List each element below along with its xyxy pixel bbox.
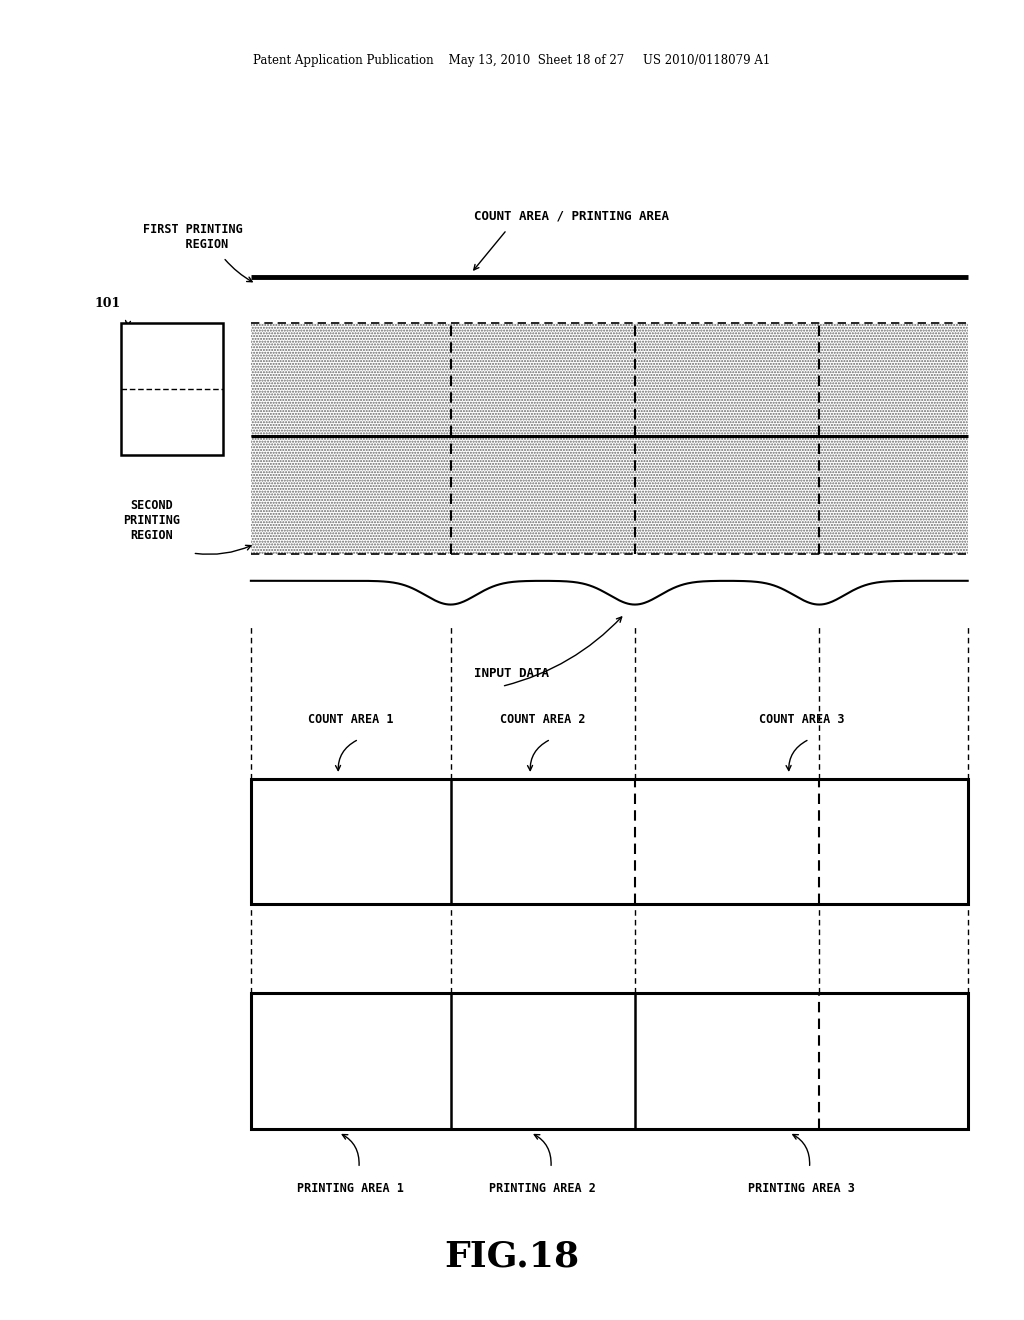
Text: 101: 101 [94, 297, 121, 310]
Bar [251, 436, 968, 554]
Text: COUNT AREA 2: COUNT AREA 2 [500, 713, 586, 726]
Text: Patent Application Publication    May 13, 2010  Sheet 18 of 27     US 2010/01180: Patent Application Publication May 13, 2… [253, 54, 771, 67]
Text: COUNT AREA 3: COUNT AREA 3 [759, 713, 844, 726]
Bar [121, 323, 223, 455]
Bar [251, 779, 968, 904]
Text: PRINTING AREA 3: PRINTING AREA 3 [748, 1181, 855, 1195]
Text: FIRST PRINTING
    REGION: FIRST PRINTING REGION [142, 223, 243, 251]
Text: SECOND
PRINTING
REGION: SECOND PRINTING REGION [123, 499, 180, 541]
Text: PRINTING AREA 2: PRINTING AREA 2 [489, 1181, 596, 1195]
Text: COUNT AREA / PRINTING AREA: COUNT AREA / PRINTING AREA [474, 210, 669, 223]
Text: COUNT AREA 1: COUNT AREA 1 [308, 713, 393, 726]
Text: PRINTING AREA 1: PRINTING AREA 1 [297, 1181, 404, 1195]
Bar [251, 993, 968, 1129]
Text: INPUT DATA: INPUT DATA [474, 667, 550, 680]
Bar [251, 323, 968, 436]
Text: FIG.18: FIG.18 [444, 1239, 580, 1274]
